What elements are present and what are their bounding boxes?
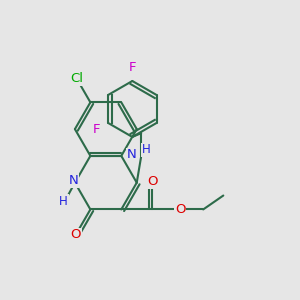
Text: F: F bbox=[93, 123, 100, 136]
Text: F: F bbox=[129, 61, 136, 74]
Text: H: H bbox=[59, 195, 68, 208]
Text: Cl: Cl bbox=[70, 72, 83, 85]
Text: N: N bbox=[127, 148, 136, 161]
Text: H: H bbox=[142, 143, 151, 156]
Text: N: N bbox=[69, 174, 78, 187]
Text: O: O bbox=[147, 175, 158, 188]
Text: O: O bbox=[175, 203, 185, 216]
Text: O: O bbox=[70, 228, 81, 242]
